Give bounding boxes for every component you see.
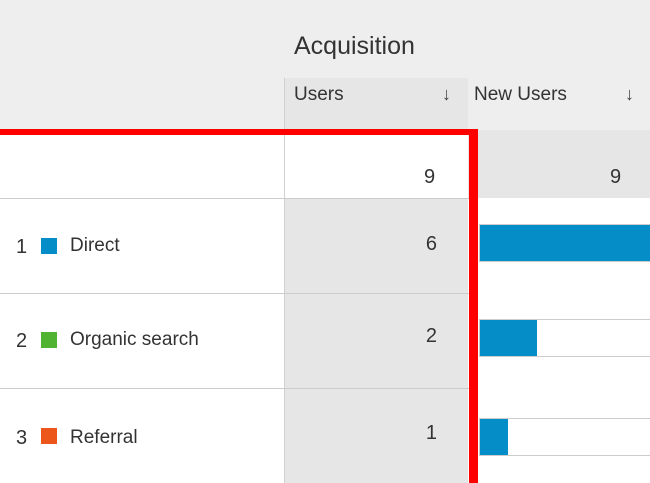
channel-color-swatch	[41, 428, 57, 444]
row-divider	[0, 198, 469, 199]
channel-color-swatch	[41, 238, 57, 254]
channel-link-organic-search[interactable]: Organic search	[70, 329, 199, 350]
channel-link-referral[interactable]: Referral	[70, 427, 138, 448]
new-users-bar-track	[479, 224, 650, 262]
row-rank: 3	[16, 427, 28, 449]
new-users-bar	[480, 320, 537, 356]
column-divider	[284, 78, 285, 483]
row-divider	[0, 293, 469, 294]
arrow-down-icon[interactable]: ↓	[442, 84, 451, 104]
acquisition-group-title: Acquisition	[294, 32, 415, 60]
new-users-bar	[480, 225, 650, 261]
highlight-outline-top	[0, 129, 478, 135]
users-value: 1	[425, 422, 437, 444]
users-column-header[interactable]: Users	[294, 84, 344, 105]
row-divider	[0, 388, 469, 389]
row-rank: 1	[16, 236, 28, 258]
new-users-column-header[interactable]: New Users	[474, 84, 567, 105]
totals-new-users-cell	[468, 130, 650, 198]
totals-row-label-cell	[0, 130, 284, 198]
users-value: 2	[425, 325, 437, 347]
new-users-bar-track	[479, 319, 650, 357]
totals-users-cell	[285, 130, 468, 198]
channel-color-swatch	[41, 332, 57, 348]
new-users-bar-track	[479, 418, 650, 456]
new-users-bar	[480, 419, 509, 455]
total-new-users-value: 9	[610, 166, 622, 188]
highlight-outline-right	[469, 129, 478, 483]
channel-link-direct[interactable]: Direct	[70, 235, 120, 256]
total-users-value: 9	[424, 166, 436, 188]
arrow-down-icon[interactable]: ↓	[625, 84, 634, 104]
users-value: 6	[425, 233, 437, 255]
row-rank: 2	[16, 330, 28, 352]
